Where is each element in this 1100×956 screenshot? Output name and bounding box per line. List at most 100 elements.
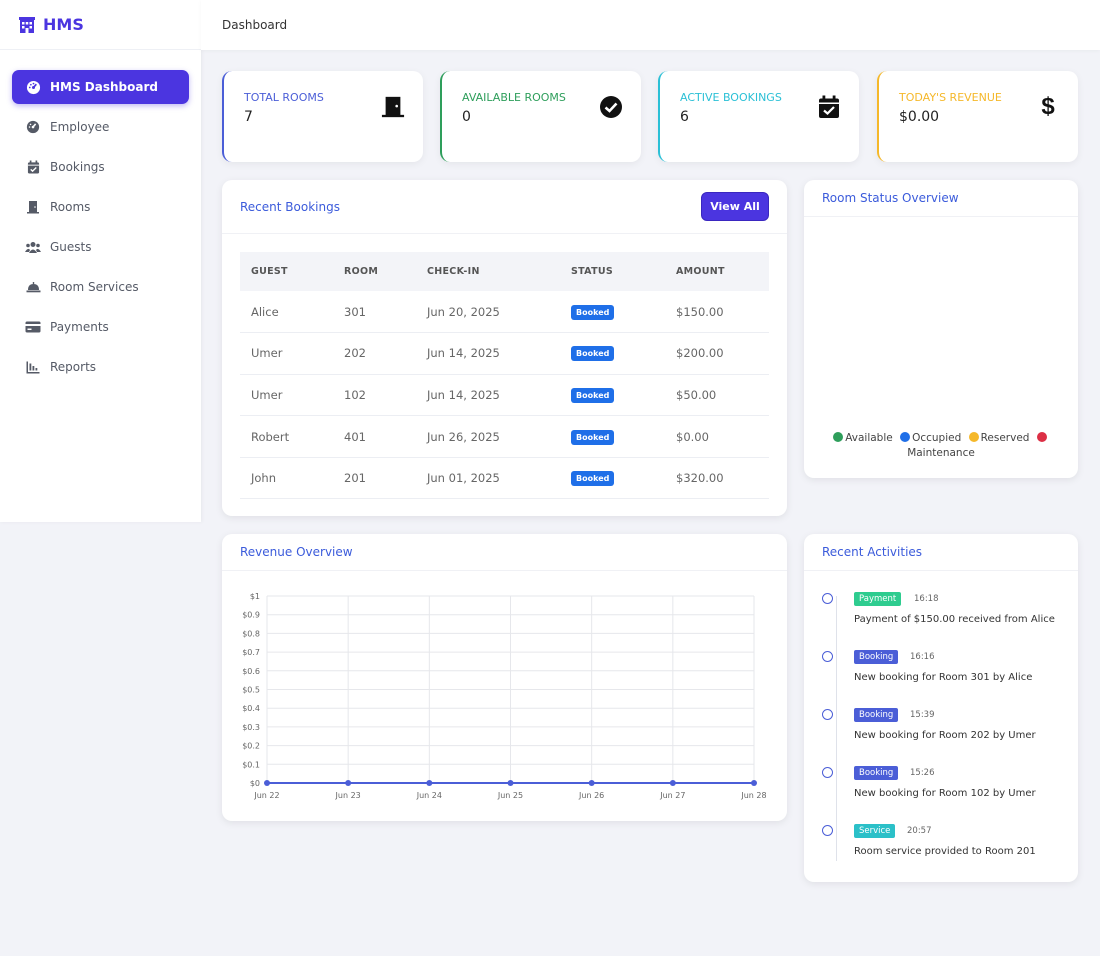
dollar-icon: $ bbox=[1041, 93, 1055, 120]
activity-description: New booking for Room 202 by Umer bbox=[854, 730, 1036, 741]
table-row[interactable]: Alice 301 Jun 20, 2025 Booked $150.00 bbox=[240, 291, 769, 334]
y-tick-label: $0.2 bbox=[242, 742, 260, 751]
legend-item-reserved[interactable]: Reserved bbox=[965, 432, 1030, 444]
y-tick-label: $1 bbox=[250, 592, 260, 601]
table-row[interactable]: Umer 202 Jun 14, 2025 Booked $200.00 bbox=[240, 332, 769, 375]
activity-tag: Booking bbox=[854, 650, 899, 664]
timeline-marker bbox=[822, 593, 833, 604]
stat-value: 6 bbox=[680, 109, 689, 125]
recent-bookings-panel: Recent Bookings View All GUEST ROOM CHEC… bbox=[222, 180, 787, 516]
stat-card-todays-revenue: TODAY'S REVENUE $0.00 $ bbox=[877, 71, 1078, 162]
sidebar-item-label: Rooms bbox=[50, 200, 91, 214]
stat-card-available-rooms: AVAILABLE ROOMS 0 bbox=[440, 71, 641, 162]
table-row[interactable]: Robert 401 Jun 26, 2025 Booked $0.00 bbox=[240, 415, 769, 458]
revenue-panel: Revenue Overview $0 $0.1 $0.2 $0.3 $0.4 $0.5 $… bbox=[222, 534, 787, 821]
x-tick-label: Jun 22 bbox=[253, 791, 279, 800]
legend-item-occupied[interactable]: Occupied bbox=[896, 432, 961, 444]
data-point bbox=[507, 780, 514, 786]
amount-cell: $320.00 bbox=[665, 457, 769, 500]
guest-cell: John bbox=[240, 457, 333, 500]
legend-label: Occupied bbox=[912, 432, 962, 444]
column-header[interactable]: ROOM bbox=[333, 252, 416, 291]
calendar-check-icon bbox=[817, 95, 841, 119]
activity-time: 20:57 bbox=[907, 826, 932, 836]
legend-label: Reserved bbox=[980, 432, 1030, 444]
status-cell: Booked bbox=[560, 374, 665, 417]
column-header[interactable]: STATUS bbox=[560, 252, 665, 291]
bookings-table-wrap: GUEST ROOM CHECK-IN STATUS AMOUNT Alice … bbox=[240, 252, 769, 500]
users-icon bbox=[25, 239, 41, 255]
column-header[interactable]: CHECK-IN bbox=[416, 252, 560, 291]
data-point bbox=[751, 780, 757, 786]
status-badge: Booked bbox=[571, 346, 615, 362]
status-cell: Booked bbox=[560, 457, 665, 500]
sidebar-nav: HMS Dashboard Employee Bookings Rooms Gu… bbox=[0, 50, 201, 384]
activity-description: New booking for Room 102 by Umer bbox=[854, 788, 1036, 799]
sidebar-item-guests[interactable]: Guests bbox=[12, 230, 189, 264]
stat-value: 7 bbox=[244, 109, 253, 125]
sidebar-item-label: Guests bbox=[50, 240, 92, 254]
amount-cell: $50.00 bbox=[665, 374, 769, 417]
activity-description: Payment of $150.00 received from Alice bbox=[854, 614, 1055, 625]
sidebar-item-employee[interactable]: Employee bbox=[12, 110, 189, 144]
sidebar-item-payments[interactable]: Payments bbox=[12, 310, 189, 344]
legend-swatch bbox=[900, 432, 911, 442]
column-header[interactable]: GUEST bbox=[240, 252, 333, 291]
room-cell: 201 bbox=[333, 457, 416, 500]
y-tick-label: $0 bbox=[250, 779, 260, 788]
y-tick-label: $0.3 bbox=[242, 723, 260, 732]
x-tick-label: Jun 23 bbox=[335, 791, 361, 800]
amount-cell: $0.00 bbox=[665, 415, 769, 458]
sidebar-item-label: Reports bbox=[50, 360, 97, 374]
room-cell: 401 bbox=[333, 415, 416, 458]
sidebar-item-dashboard[interactable]: HMS Dashboard bbox=[12, 70, 189, 104]
panel-title: Recent Activities bbox=[822, 545, 923, 559]
data-point bbox=[345, 780, 352, 786]
room-cell: 102 bbox=[333, 374, 416, 417]
page-title: Dashboard bbox=[222, 18, 288, 32]
panel-title: Revenue Overview bbox=[240, 545, 353, 559]
table-row[interactable]: John 201 Jun 01, 2025 Booked $320.00 bbox=[240, 457, 769, 500]
activity-description: Room service provided to Room 201 bbox=[854, 846, 1036, 857]
legend-item-available[interactable]: Available bbox=[833, 432, 893, 444]
table-row[interactable]: Umer 102 Jun 14, 2025 Booked $50.00 bbox=[240, 374, 769, 417]
activity-tag: Booking bbox=[854, 708, 899, 722]
data-point bbox=[669, 780, 676, 786]
data-point bbox=[426, 780, 433, 786]
guest-cell: Robert bbox=[240, 415, 333, 458]
x-tick-label: Jun 27 bbox=[659, 791, 685, 800]
legend-item-maintenance[interactable]: Maintenance bbox=[907, 432, 1049, 459]
door-icon bbox=[381, 95, 405, 119]
sidebar-item-room-services[interactable]: Room Services bbox=[12, 270, 189, 304]
sidebar-item-label: Payments bbox=[50, 320, 109, 334]
bar-chart-icon bbox=[25, 359, 41, 375]
room-status-panel: Room Status Overview Available Occupied … bbox=[804, 180, 1078, 478]
room-cell: 301 bbox=[333, 291, 416, 334]
x-tick-label: Jun 26 bbox=[578, 791, 604, 800]
timeline-marker bbox=[822, 709, 833, 720]
guest-cell: Umer bbox=[240, 332, 333, 375]
sidebar-item-reports[interactable]: Reports bbox=[12, 350, 189, 384]
brand[interactable]: HMS bbox=[0, 0, 201, 50]
stat-value: 0 bbox=[462, 109, 471, 125]
column-header[interactable]: AMOUNT bbox=[665, 252, 769, 291]
panel-header: Revenue Overview bbox=[222, 534, 787, 571]
stat-label: TODAY'S REVENUE bbox=[899, 91, 1002, 104]
activity-time: 15:39 bbox=[910, 710, 935, 720]
x-tick-label: Jun 24 bbox=[416, 791, 442, 800]
status-cell: Booked bbox=[560, 332, 665, 375]
stat-label: AVAILABLE ROOMS bbox=[462, 91, 566, 104]
stat-card-total-rooms: TOTAL ROOMS 7 bbox=[222, 71, 423, 162]
service-bell-icon bbox=[25, 279, 41, 295]
sidebar-item-rooms[interactable]: Rooms bbox=[12, 190, 189, 224]
sidebar-item-bookings[interactable]: Bookings bbox=[12, 150, 189, 184]
activity-tag: Booking bbox=[854, 766, 899, 780]
table-header-row: GUEST ROOM CHECK-IN STATUS AMOUNT bbox=[240, 252, 769, 291]
stat-label: ACTIVE BOOKINGS bbox=[680, 91, 782, 104]
status-badge: Booked bbox=[571, 304, 615, 320]
sidebar-item-label: HMS Dashboard bbox=[50, 80, 158, 94]
timeline-marker bbox=[822, 651, 833, 662]
x-tick-label: Jun 28 bbox=[740, 791, 766, 800]
hotel-building-icon bbox=[19, 16, 35, 33]
view-all-button[interactable]: View All bbox=[701, 192, 769, 221]
